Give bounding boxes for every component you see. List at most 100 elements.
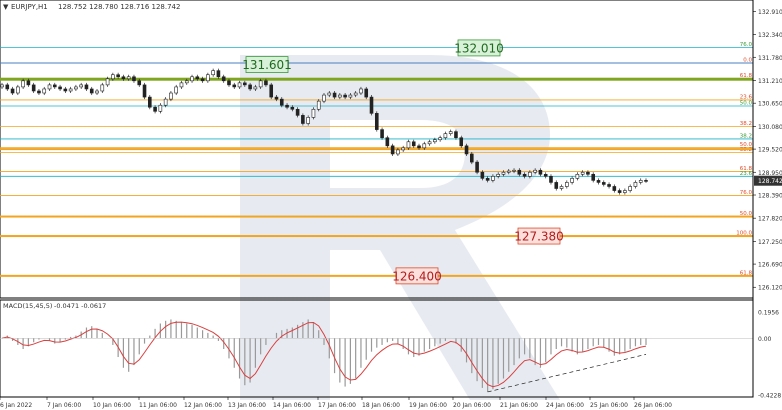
bear-candle [137,80,142,86]
bear-candle [290,106,295,110]
bull-candle [353,92,358,96]
bear-candle [543,173,548,177]
bull-candle [169,92,173,100]
price-tick-label: 126.690 [758,262,782,269]
bear-candle [369,96,374,114]
macd-tick-label: -0.4228 [758,393,781,400]
bull-candle [633,182,638,187]
target-label: 127.380 [514,230,564,244]
fib-band [0,148,753,151]
target-box [457,39,501,57]
bear-candle [121,76,126,80]
bear-candle [142,84,147,98]
price-targets: 132.010 131.601 127.380 126.400 [242,39,564,285]
price-tick-label: 130.080 [758,124,782,131]
macd-trendline [487,354,647,393]
bull-candle [559,186,564,189]
bear-candle [10,88,15,94]
bear-candle [5,84,10,90]
time-axis: 6 Jan 2022 7 Jan 06:00 10 Jan 06:00 11 Jan … [0,397,672,409]
bear-candle [232,84,237,88]
bull-candle [443,133,448,139]
bull-candle [575,173,580,179]
price-tick-label: 131.210 [758,78,782,85]
chart-menu-icon[interactable]: ▼ [3,3,9,11]
bear-candle [364,88,369,98]
bear-candle [475,161,479,173]
time-tick-label: 26 Jan 06:00 [634,402,672,409]
bull-candle [126,76,131,80]
bull-candle [206,74,210,82]
bull-candle [74,86,78,90]
time-tick-label: 13 Jan 06:00 [228,402,266,409]
fib-level-label: 23.6 [740,171,753,177]
bear-candle [295,108,300,116]
bull-candle [179,82,184,88]
target-label: 132.010 [454,41,504,55]
bear-candle [390,145,395,155]
bear-candle [58,86,62,90]
fib-band [0,235,753,238]
time-tick-label: 14 Jan 06:00 [273,402,311,409]
price-tick-label: 126.120 [758,285,782,292]
bear-candle [148,96,152,108]
bear-candle [195,76,200,80]
bear-candle [549,176,553,183]
bear-candle [301,115,305,124]
price-tick-label: 131.780 [758,55,782,62]
last-price-box [754,175,782,186]
bear-candle [26,80,31,86]
bear-candle [343,94,347,98]
last-price-label: 128.742 [758,178,782,185]
time-tick-label: 20 Jan 06:00 [453,402,491,409]
price-tick-label: 129.520 [758,147,782,154]
bull-candle [322,94,326,102]
bear-candle [644,180,648,182]
bull-candle [21,80,25,88]
target-box [395,267,439,285]
bear-candle [612,186,617,191]
time-tick-label: 6 Jan 2022 [0,402,32,409]
bear-candle [116,74,120,78]
bull-candle [174,86,178,94]
fib-band-lower [0,274,753,277]
bear-candle [586,171,590,175]
bull-candle [528,171,532,177]
bull-candle [623,190,627,193]
bull-candle [422,143,427,149]
bear-candle [417,145,421,149]
bear-candle [480,171,485,179]
bear-candle [31,84,36,92]
bull-candle [327,92,332,96]
bull-candle [580,171,585,175]
bull-candle [47,84,52,90]
bear-candle [380,129,384,139]
ohlc-label: 128.752 128.780 128.716 128.742 [58,3,180,11]
bull-candle [68,88,73,92]
bear-candle [470,153,474,163]
bear-candle [132,76,136,82]
time-tick-label: 21 Jan 06:00 [500,402,538,409]
bear-candle [385,137,390,147]
time-tick-label: 17 Jan 06:00 [318,402,356,409]
bull-candle [158,104,163,112]
time-tick-label: 10 Jan 06:00 [93,402,131,409]
bull-candle [565,182,569,187]
bull-candle [253,86,258,90]
bear-candle [264,80,268,86]
bear-candle [591,173,596,181]
bear-candle [274,96,279,100]
bull-candle [348,94,353,98]
time-tick-label: 11 Jan 06:00 [139,402,177,409]
bear-candle [37,90,41,94]
bull-candle [95,90,99,94]
price-tick-label: 132.340 [758,32,782,39]
bull-candle [237,82,242,88]
bull-candle [111,74,115,80]
support-band [0,77,753,81]
price-tick-label: 128.390 [758,193,782,200]
fib-level-label: 76.0 [740,190,753,196]
fib-level-label: 61.8 [740,270,753,276]
fib-level-label: 38.2 [740,121,752,127]
